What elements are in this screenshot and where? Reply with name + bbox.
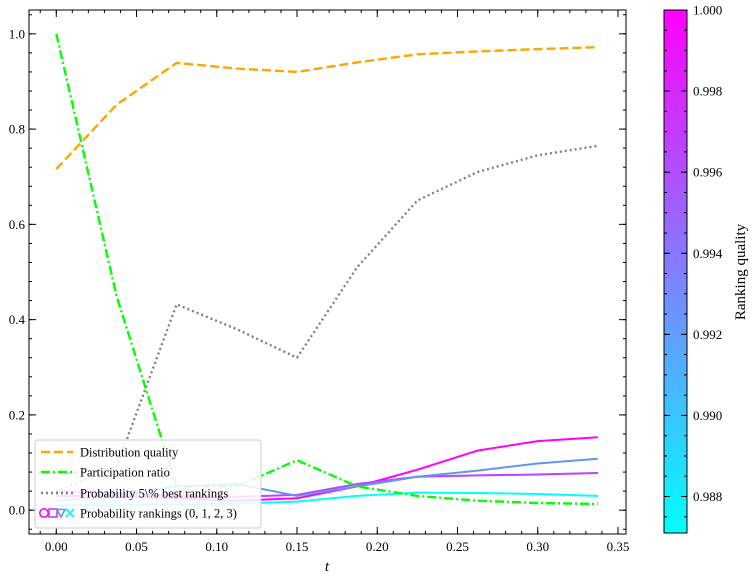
tick-layer (29, 10, 626, 534)
colorbar-tick-label: 0.998 (693, 84, 722, 99)
y-tick-label: 0.2 (9, 407, 25, 422)
x-tick-label: 0.25 (446, 539, 469, 554)
y-tick-label: 0.4 (9, 312, 26, 327)
legend-box (34, 439, 262, 529)
tick-labels: 0.00 0.05 0.10 0.15 0.20 0.25 0.30 0.35 0.0 0.2 0.… (9, 26, 630, 554)
x-axis-title: t (325, 559, 330, 575)
series-line-participation-ratio (55, 33, 598, 506)
legend-marker-square (48, 508, 58, 518)
x-tick-label: 0.30 (526, 539, 549, 554)
series-line-distribution-quality (55, 46, 598, 170)
series-layer (55, 33, 599, 507)
colorbar-tick-label: 0.988 (693, 489, 722, 504)
colorbar-gradient (663, 9, 688, 534)
legend-label: Distribution quality (80, 446, 179, 460)
colorbar: 0.988 0.990 0.992 0.994 0.996 0.998 1.000 Rank… (663, 3, 749, 534)
legend-label: Probability 5\% best rankings (80, 487, 228, 501)
legend: Distribution quality Participation ratio P… (34, 439, 262, 529)
colorbar-tick-label: 0.994 (693, 246, 723, 261)
x-tick-label: 0.15 (286, 539, 309, 554)
x-tick-label: 0.10 (205, 539, 228, 554)
legend-label: Participation ratio (80, 466, 170, 480)
legend-label: Probability rankings (0, 1, 2, 3) (80, 507, 237, 521)
y-tick-label: 1.0 (9, 26, 25, 41)
x-tick-label: 0.20 (366, 539, 389, 554)
legend-marker-triangle (55, 508, 67, 519)
plot-frame (28, 9, 627, 535)
y-tick-label: 0.0 (9, 503, 25, 518)
colorbar-tick-label: 0.992 (693, 327, 722, 342)
y-tick-label: 0.6 (9, 217, 26, 232)
colorbar-tick-label: 0.990 (693, 408, 722, 423)
y-tick-label: 0.8 (9, 122, 25, 137)
colorbar-tick-label: 0.996 (693, 165, 723, 180)
legend-marker-circle (38, 507, 49, 518)
x-tick-label: 0.00 (45, 539, 68, 554)
x-tick-label: 0.05 (125, 539, 148, 554)
x-tick-label: 0.35 (607, 539, 630, 554)
series-line-best-rankings (55, 144, 599, 493)
colorbar-label: Ranking quality (733, 223, 749, 320)
legend-marker-cross (65, 508, 75, 518)
colorbar-tick-label: 1.000 (693, 3, 722, 18)
